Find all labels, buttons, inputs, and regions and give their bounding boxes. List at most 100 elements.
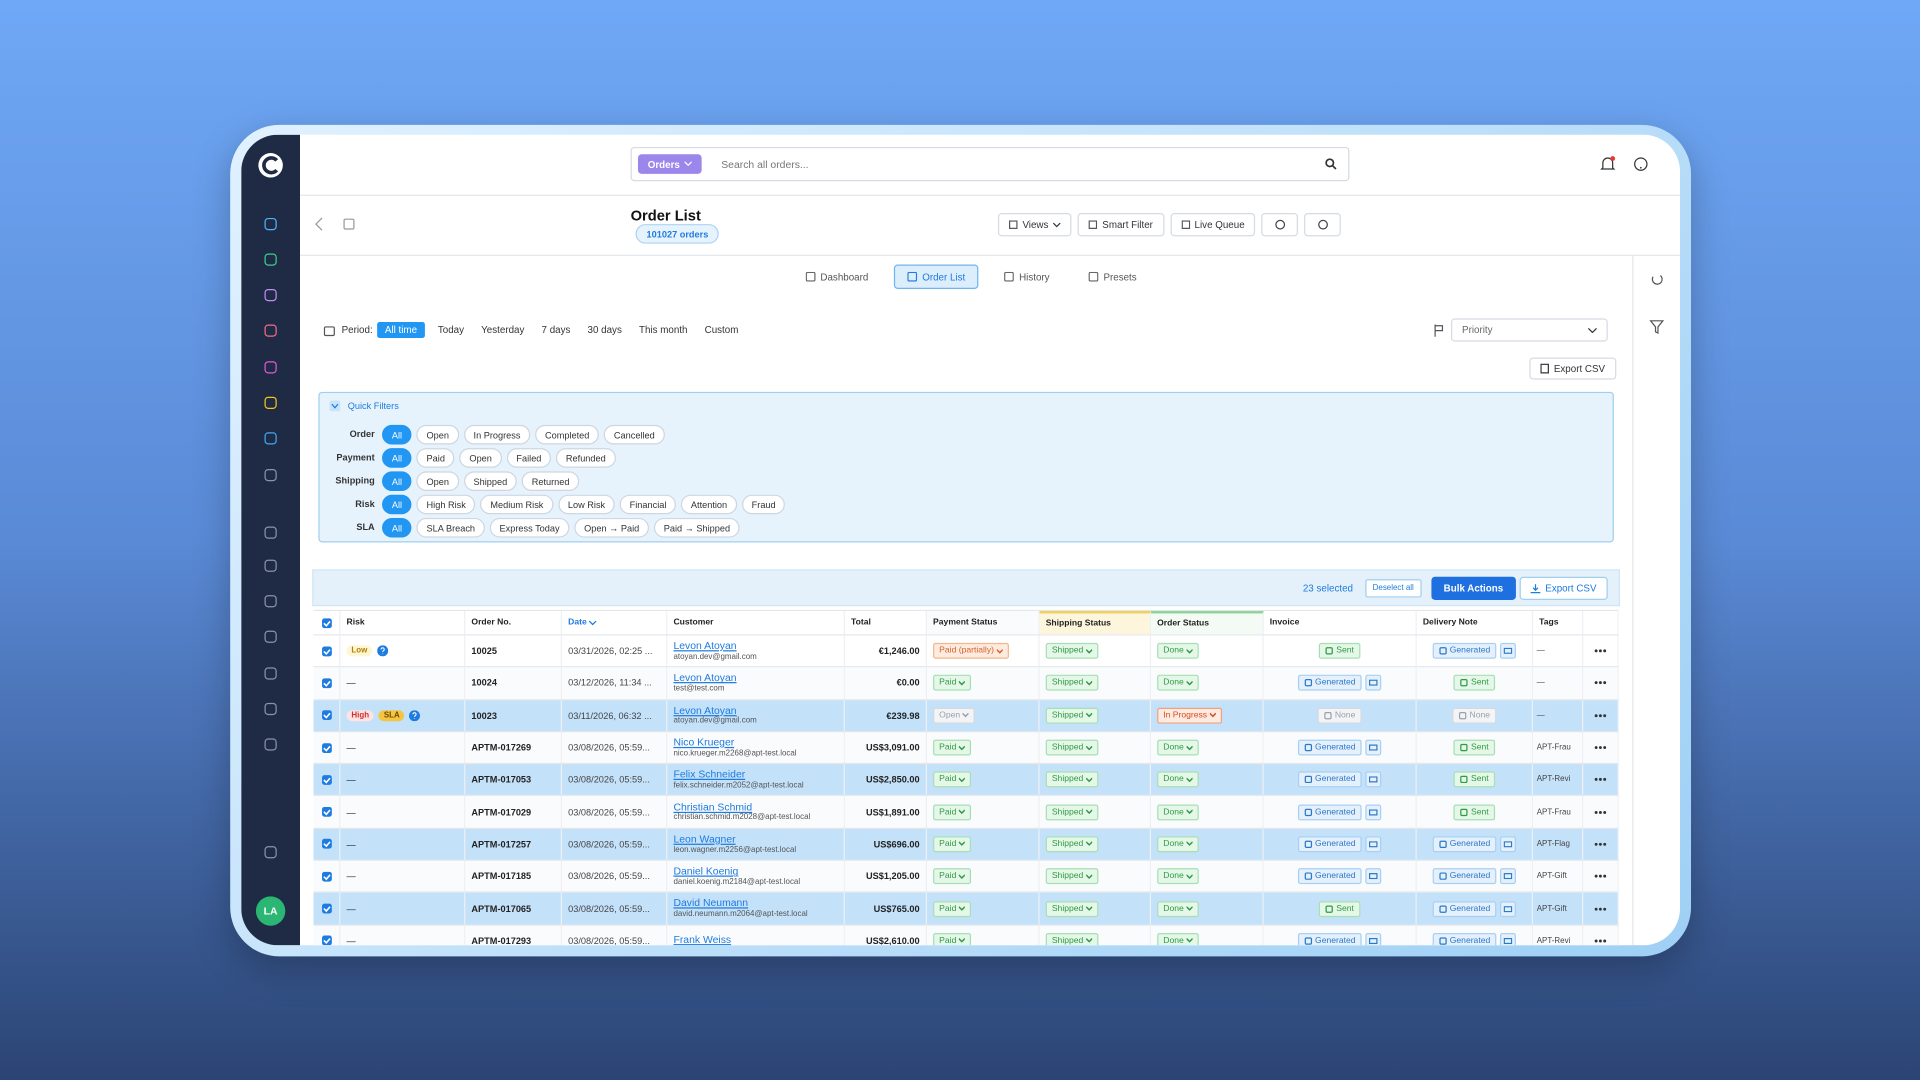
nav-icon[interactable] [264, 526, 277, 539]
delivery-badge[interactable]: Sent [1453, 675, 1495, 692]
nav-icon[interactable] [264, 253, 277, 266]
shipping-badge[interactable]: Shipped [1045, 675, 1099, 692]
customer-name[interactable]: Levon Atoyan [673, 639, 737, 652]
shipping-badge[interactable]: Shipped [1045, 932, 1099, 946]
bulk-actions[interactable]: Bulk Actions [1431, 576, 1516, 601]
table-row[interactable]: — APTM-017293 03/08/2026, 05:59... Frank We… [313, 925, 1619, 946]
delivery-badge[interactable]: Sent [1453, 804, 1495, 820]
qf-pill[interactable]: Open [459, 448, 502, 468]
nav-icon[interactable] [264, 324, 277, 337]
delivery-badge[interactable]: Sent [1453, 739, 1495, 756]
mail-button[interactable] [1500, 868, 1516, 885]
customer-name[interactable]: Levon Atoyan [673, 671, 737, 684]
qf-pill[interactable]: Attention [681, 494, 737, 515]
info-icon[interactable] [409, 709, 421, 721]
customer-name[interactable]: Christian Schmid [673, 800, 753, 813]
column-header[interactable]: Risk [340, 611, 466, 635]
period-option[interactable]: Yesterday [481, 324, 525, 336]
mail-button[interactable] [1500, 900, 1516, 917]
customer-name[interactable]: Levon Atoyan [673, 703, 737, 716]
qf-pill[interactable]: Fraud [741, 494, 786, 515]
mail-button[interactable] [1500, 836, 1516, 853]
bell-icon[interactable] [1599, 156, 1616, 173]
row-menu[interactable] [1583, 893, 1619, 925]
header-checkbox[interactable] [313, 611, 341, 635]
mail-button[interactable] [1365, 739, 1382, 756]
delivery-badge[interactable]: Generated [1432, 900, 1497, 917]
row-checkbox[interactable] [313, 732, 341, 764]
customer-name[interactable]: Leon Wagner [673, 832, 736, 845]
column-header[interactable]: Total [845, 611, 927, 635]
status-badge[interactable]: Done [1157, 804, 1199, 820]
table-row[interactable]: Low 10025 03/31/2026, 02:25 ... Levon Atoya… [313, 635, 1619, 668]
nav-icon[interactable] [264, 432, 277, 445]
shipping-badge[interactable]: Shipped [1045, 836, 1099, 853]
qf-pill[interactable]: Paid [416, 448, 455, 468]
qf-pill[interactable]: Financial [619, 494, 677, 515]
payment-badge[interactable]: Paid [933, 868, 972, 885]
search-box[interactable]: Orders Search all orders... [630, 146, 1350, 182]
row-menu[interactable] [1583, 796, 1619, 828]
qf-pill[interactable]: All [382, 448, 412, 468]
mail-button[interactable] [1365, 932, 1382, 946]
payment-badge[interactable]: Paid [933, 739, 972, 756]
nav-icon[interactable] [264, 361, 277, 374]
tab[interactable]: Dashboard [792, 264, 882, 288]
payment-badge[interactable]: Paid [933, 932, 972, 946]
invoice-badge[interactable]: Generated [1297, 804, 1362, 820]
status-badge[interactable]: Done [1157, 643, 1199, 659]
period-option[interactable]: Custom [704, 324, 739, 336]
period-option[interactable]: This month [639, 324, 688, 336]
qf-pill[interactable]: Paid → Shipped [653, 517, 740, 538]
delivery-badge[interactable]: Generated [1432, 868, 1497, 885]
period-option[interactable]: 30 days [587, 324, 622, 336]
customer-name[interactable]: Daniel Koenig [673, 864, 739, 877]
row-checkbox[interactable] [313, 635, 341, 667]
invoice-badge[interactable]: Sent [1319, 900, 1361, 917]
priority-select[interactable]: Priority [1451, 318, 1608, 342]
table-row[interactable]: — APTM-017257 03/08/2026, 05:59... Leon Wag… [313, 828, 1619, 861]
payment-badge[interactable]: Paid [933, 771, 972, 788]
qf-pill[interactable]: All [382, 424, 412, 445]
row-checkbox[interactable] [313, 860, 341, 892]
deselect-button[interactable]: Deselect all [1365, 579, 1422, 598]
status-badge[interactable]: Done [1157, 900, 1199, 917]
qf-pill[interactable]: All [382, 471, 412, 492]
table-row[interactable]: — APTM-017269 03/08/2026, 05:59... Nico Kru… [313, 732, 1619, 765]
nav-icon[interactable] [264, 630, 277, 643]
invoice-badge[interactable]: None [1317, 707, 1362, 724]
delivery-badge[interactable]: None [1452, 707, 1497, 724]
customer-name[interactable]: Felix Schneider [673, 768, 746, 781]
mail-button[interactable] [1365, 836, 1382, 853]
refresh-button[interactable] [1304, 213, 1342, 237]
settings-button[interactable] [1261, 213, 1299, 237]
row-checkbox[interactable] [313, 796, 341, 828]
column-header[interactable]: Payment Status [926, 611, 1040, 635]
qf-pill[interactable]: Returned [521, 471, 580, 492]
invoice-badge[interactable]: Generated [1297, 675, 1362, 692]
rail-icons[interactable] [1649, 272, 1665, 345]
shipping-badge[interactable]: Shipped [1045, 643, 1099, 659]
tab[interactable]: Order List [894, 264, 979, 289]
invoice-badge[interactable]: Generated [1297, 868, 1362, 885]
qf-header[interactable]: Quick Filters [329, 400, 399, 412]
invoice-badge[interactable]: Generated [1297, 739, 1362, 756]
nav-icon[interactable] [264, 738, 277, 751]
nav-icon[interactable] [264, 667, 277, 680]
mail-button[interactable] [1500, 932, 1516, 946]
table-row[interactable]: — APTM-017029 03/08/2026, 05:59... Christia… [313, 796, 1619, 829]
header-button[interactable]: Live Queue [1170, 213, 1256, 237]
period-option[interactable]: Today [437, 324, 465, 336]
row-menu[interactable] [1583, 925, 1619, 946]
delivery-badge[interactable]: Generated [1432, 932, 1497, 946]
tab[interactable]: Presets [1075, 264, 1150, 288]
table-row[interactable]: —10024 03/12/2026, 11:34 ... Levon Atoyan t… [313, 667, 1619, 700]
column-header[interactable]: Shipping Status [1039, 611, 1152, 635]
info-icon[interactable] [377, 645, 389, 657]
mail-button[interactable] [1365, 771, 1382, 788]
customer-name[interactable]: David Neumann [673, 896, 749, 910]
shipping-badge[interactable]: Shipped [1045, 771, 1099, 788]
row-checkbox[interactable] [313, 667, 341, 699]
column-header[interactable]: Invoice [1264, 611, 1417, 635]
nav-icon[interactable] [264, 702, 277, 716]
